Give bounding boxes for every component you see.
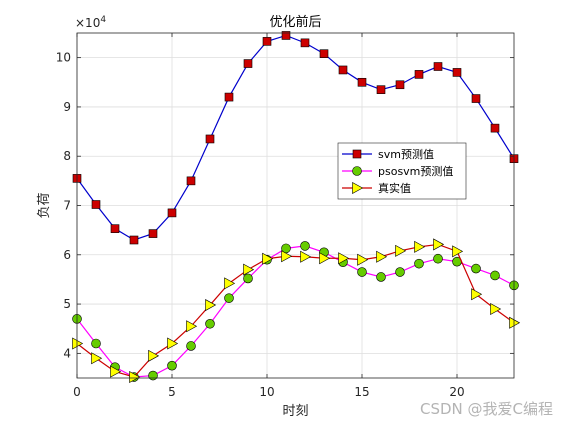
data-point-circle [471, 263, 481, 274]
data-point-circle [205, 318, 215, 329]
data-point-circle [433, 253, 443, 264]
data-point-square [319, 49, 329, 59]
y-tick-label: 5 [63, 297, 71, 311]
y-exponent-label: ×104 [75, 15, 106, 30]
data-point-square [433, 62, 443, 71]
data-point-square [243, 59, 253, 68]
x-tick-label: 0 [73, 385, 81, 399]
data-point-circle [395, 267, 405, 277]
data-point-triangle [205, 299, 217, 312]
series-3 [72, 238, 521, 384]
data-point-square [352, 149, 362, 159]
data-point-triangle [262, 252, 274, 265]
data-point-circle [243, 273, 253, 284]
grid [76, 33, 514, 378]
series-group [72, 31, 521, 384]
x-axis-label: 时刻 [282, 404, 308, 419]
data-point-triangle [91, 352, 103, 365]
series-1 [72, 31, 519, 245]
data-point-square [167, 208, 177, 218]
y-tick-label: 6 [63, 248, 71, 262]
legend-label: 真实值 [378, 181, 411, 195]
data-point-square [376, 85, 386, 94]
data-point-square [186, 176, 196, 186]
data-point-square [205, 134, 215, 144]
data-point-circle [91, 338, 101, 349]
data-point-square [338, 65, 348, 75]
data-point-circle [281, 243, 291, 254]
watermark: CSDN @我爱C编程 [419, 400, 553, 418]
data-point-square [452, 68, 462, 77]
data-point-triangle [110, 365, 122, 378]
series-line [76, 34, 515, 241]
data-point-circle [167, 360, 177, 371]
data-point-triangle [509, 316, 521, 329]
data-point-square [224, 92, 234, 102]
legend-label: svm预测值 [378, 148, 434, 161]
data-point-triangle [452, 245, 464, 258]
data-point-square [395, 80, 405, 90]
data-point-triangle [281, 250, 293, 263]
data-point-square [490, 123, 500, 133]
data-point-square [281, 31, 291, 40]
x-tick-label: 5 [168, 385, 176, 399]
y-tick-label: 7 [63, 199, 71, 213]
legend-label: psosvm预测值 [378, 165, 453, 178]
x-tick-label: 15 [354, 385, 369, 399]
data-point-triangle [471, 288, 483, 301]
y-tick-label: 10 [56, 51, 71, 65]
data-point-triangle [129, 371, 141, 384]
data-point-square [91, 200, 101, 209]
data-point-square [414, 70, 424, 79]
data-point-triangle [319, 252, 331, 265]
data-point-square [129, 235, 139, 245]
data-point-circle [300, 241, 310, 251]
legend-item: svm预测值 [342, 148, 434, 161]
data-point-triangle [72, 337, 84, 350]
y-axis-label: 负荷 [37, 192, 52, 218]
data-point-triangle [224, 277, 236, 290]
data-point-triangle [414, 240, 426, 253]
data-point-circle [357, 267, 367, 277]
data-point-triangle [243, 263, 255, 276]
data-point-triangle [186, 320, 198, 333]
data-point-triangle [490, 302, 502, 316]
data-point-square [262, 37, 272, 46]
y-tick-label: 8 [63, 149, 71, 163]
data-point-circle [414, 258, 424, 269]
data-point-circle [376, 272, 386, 282]
series-line [76, 245, 515, 378]
data-point-circle [224, 293, 234, 303]
axis-ticks: 0 5 10 15 20 4 5 6 7 8 9 10 [56, 33, 514, 399]
data-point-square [110, 224, 120, 233]
data-point-triangle [395, 244, 407, 257]
data-point-circle [352, 166, 362, 176]
data-point-triangle [433, 238, 445, 251]
legend-item: psosvm预测值 [342, 165, 453, 178]
data-point-square [357, 77, 367, 87]
data-point-square [471, 94, 481, 103]
data-point-triangle [148, 349, 160, 362]
data-point-triangle [352, 181, 364, 195]
data-point-triangle [167, 337, 179, 350]
data-point-triangle [357, 253, 369, 266]
series-line [76, 243, 515, 378]
y-tick-label: 9 [63, 100, 71, 114]
data-point-triangle [300, 250, 312, 263]
data-point-circle [490, 270, 500, 281]
x-tick-label: 20 [449, 385, 464, 399]
chart-title: 优化前后 [269, 14, 321, 30]
x-tick-label: 10 [259, 385, 274, 399]
data-point-square [300, 38, 310, 48]
y-tick-label: 4 [63, 346, 71, 360]
data-point-square [148, 229, 158, 238]
series-2 [72, 241, 519, 382]
data-point-triangle [376, 250, 388, 263]
data-point-circle [186, 341, 196, 351]
data-point-circle [148, 370, 158, 381]
legend-item: 真实值 [342, 181, 411, 195]
data-point-triangle [338, 252, 350, 265]
